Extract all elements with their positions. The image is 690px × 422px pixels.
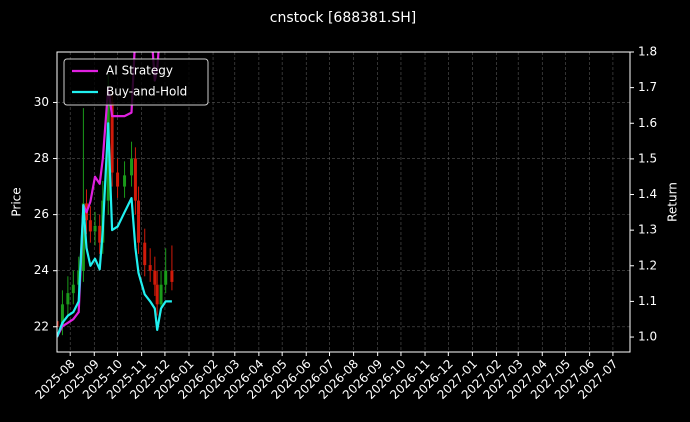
- plot-frame: [56, 51, 631, 353]
- chart-title: cnstock [688381.SH]: [270, 10, 416, 26]
- candle-body: [164, 270, 168, 285]
- candle-body: [93, 225, 97, 232]
- y2-tick-label: 1.4: [638, 187, 657, 201]
- y2-tick-label: 1.5: [638, 151, 657, 165]
- candle-body: [155, 284, 159, 305]
- y-tick-label: 30: [34, 95, 49, 109]
- legend-label: Buy-and-Hold: [106, 85, 187, 99]
- y2-tick-label: 1.6: [638, 116, 657, 130]
- candle-body: [71, 284, 75, 294]
- y2-tick-label: 1.8: [638, 45, 657, 59]
- candle-body: [66, 293, 70, 305]
- y2-tick-label: 1.3: [638, 223, 657, 237]
- candle-body: [57, 321, 59, 327]
- series-line: [57, 122, 172, 338]
- candle-body: [60, 304, 64, 327]
- candle-body: [148, 265, 152, 271]
- candle-body: [170, 270, 174, 282]
- y-tick-label: 22: [34, 319, 49, 333]
- legend: AI Strategy Buy-and-Hold: [63, 58, 209, 106]
- candle-body: [137, 200, 141, 243]
- candle-body: [130, 158, 134, 176]
- y-tick-label: 24: [34, 263, 49, 277]
- legend-box: [63, 58, 209, 106]
- y2-tick-label: 1.7: [638, 80, 657, 94]
- candle-body: [133, 158, 137, 201]
- candle-body: [123, 175, 127, 187]
- y2-tick-label: 1.1: [638, 294, 657, 308]
- candle-body: [110, 102, 114, 173]
- y-tick-label: 26: [34, 207, 49, 221]
- candle-body: [153, 270, 157, 285]
- candle-body: [159, 284, 163, 305]
- candle-body: [77, 270, 81, 285]
- candle-body: [88, 220, 92, 232]
- candles: [57, 74, 174, 338]
- candle-body: [143, 242, 147, 266]
- y-tick-label: 28: [34, 151, 49, 165]
- candle-body: [98, 225, 102, 243]
- y2-axis-label: Return: [666, 182, 680, 222]
- candle-body: [116, 172, 120, 187]
- candle-body: [81, 203, 85, 271]
- y-axis-label: Price: [10, 187, 24, 216]
- y2-tick-label: 1.0: [638, 330, 657, 344]
- legend-label: AI Strategy: [106, 64, 173, 78]
- y2-tick-label: 1.2: [638, 258, 657, 272]
